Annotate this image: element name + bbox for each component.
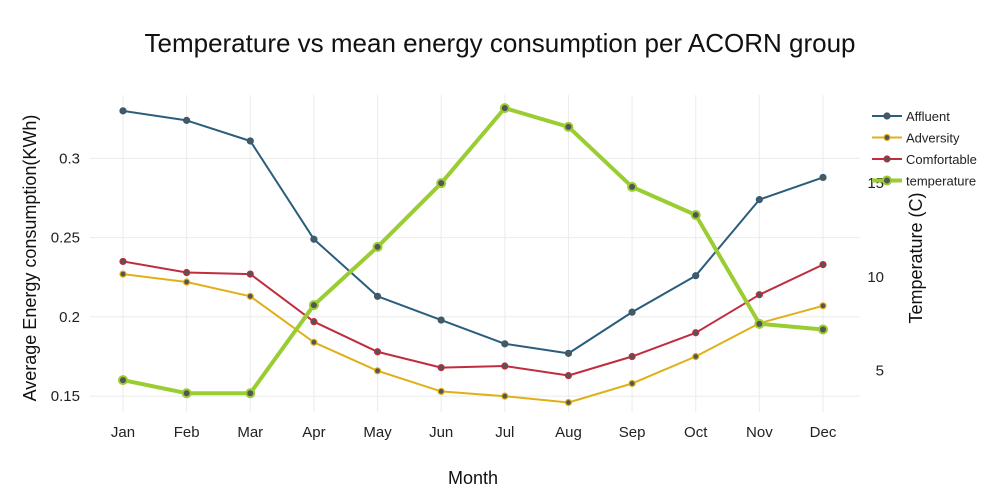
data-point-temperature (690, 210, 701, 221)
data-point-comfortable (628, 352, 636, 361)
data-point-adversity (310, 338, 318, 346)
x-tick-label: Dec (810, 424, 837, 441)
legend-marker (883, 155, 891, 163)
x-tick-label: Sep (619, 424, 646, 441)
data-point-temperature (118, 375, 128, 386)
legend-item-adversity: Adversity (872, 131, 960, 146)
data-point-temperature (308, 300, 319, 311)
y-tick-label: 0.25 (51, 230, 80, 247)
plot-area (118, 103, 828, 407)
series-line-temperature (122, 106, 824, 396)
y2-axis-title: Temperature (C) (906, 192, 926, 323)
x-axis: Jan Feb Mar Apr May Jun Jul Aug Sep Oct Nov Dec (111, 424, 837, 441)
y-tick-label: 0.15 (51, 388, 80, 405)
x-tick-label: Feb (174, 424, 200, 441)
data-point-adversity (564, 398, 573, 407)
data-point-comfortable (819, 260, 827, 269)
data-point-affluent (310, 235, 318, 243)
data-point-temperature (245, 388, 256, 399)
data-point-affluent (564, 349, 573, 357)
legend-label: temperature (906, 174, 976, 189)
y2-tick-label: 15 (867, 175, 884, 192)
x-tick-label: Jul (495, 424, 514, 441)
data-point-temperature (563, 121, 574, 132)
legend-item-comfortable: Comfortable (872, 152, 977, 167)
legend: Affluent Adversity Comfortable temperature (872, 109, 977, 189)
series-line-affluent (122, 109, 824, 355)
x-tick-label: May (363, 424, 392, 441)
data-point-comfortable (310, 318, 318, 326)
legend-item-affluent: Affluent (872, 109, 950, 124)
y-axis-title: Average Energy consumption(KWh) (20, 115, 40, 402)
data-point-affluent (373, 292, 382, 300)
data-point-adversity (628, 379, 636, 388)
x-tick-label: Jan (111, 424, 135, 441)
y2-axis: 5 10 15 (867, 175, 884, 380)
data-point-affluent (501, 340, 509, 348)
legend-marker (882, 175, 892, 186)
data-point-adversity (437, 387, 445, 395)
chart-title: Temperature vs mean energy consumption p… (144, 28, 855, 58)
data-point-comfortable (501, 362, 509, 370)
x-tick-label: Aug (555, 424, 582, 441)
data-point-affluent (819, 173, 827, 182)
data-point-adversity (183, 278, 191, 286)
data-point-affluent (628, 308, 636, 316)
legend-label: Comfortable (906, 152, 977, 167)
data-point-temperature (818, 324, 828, 335)
x-tick-label: Mar (237, 424, 263, 441)
y-tick-label: 0.2 (59, 309, 80, 326)
data-point-adversity (501, 392, 509, 400)
legend-item-temperature: temperature (872, 174, 976, 189)
legend-label: Affluent (906, 109, 950, 124)
data-point-temperature (372, 241, 383, 252)
data-point-temperature (436, 178, 447, 189)
legend-label: Adversity (906, 131, 960, 146)
legend-marker (883, 133, 891, 142)
y2-tick-label: 10 (867, 269, 884, 286)
data-point-temperature (181, 388, 192, 399)
data-point-affluent (246, 137, 254, 145)
data-point-comfortable (183, 268, 191, 277)
data-point-temperature (499, 103, 510, 114)
legend-marker (883, 112, 891, 120)
data-point-comfortable (564, 371, 573, 380)
y-tick-label: 0.3 (59, 150, 80, 167)
series-line-comfortable (122, 260, 824, 377)
data-point-temperature (754, 318, 765, 329)
data-point-affluent (692, 272, 700, 280)
data-point-affluent (119, 107, 127, 115)
series-line-adversity (122, 273, 824, 404)
y2-tick-label: 5 (876, 363, 884, 380)
data-point-affluent (755, 196, 763, 204)
y-axis: 0.15 0.2 0.25 0.3 (51, 150, 80, 405)
x-tick-label: Apr (302, 424, 325, 441)
grid (90, 95, 860, 412)
data-point-adversity (119, 270, 127, 278)
data-point-adversity (692, 352, 700, 361)
data-point-comfortable (373, 348, 382, 356)
data-point-affluent (437, 316, 445, 324)
data-point-temperature (627, 181, 638, 192)
data-point-comfortable (437, 364, 445, 372)
data-point-adversity (246, 292, 254, 300)
x-tick-label: Nov (746, 424, 773, 441)
x-axis-title: Month (448, 468, 498, 488)
data-point-comfortable (119, 257, 127, 266)
x-tick-label: Oct (684, 424, 708, 441)
data-point-adversity (819, 302, 827, 310)
data-point-comfortable (692, 329, 700, 337)
data-point-comfortable (246, 270, 254, 278)
data-point-affluent (183, 116, 191, 124)
x-tick-label: Jun (429, 424, 453, 441)
data-point-adversity (373, 367, 382, 375)
data-point-comfortable (755, 291, 763, 299)
